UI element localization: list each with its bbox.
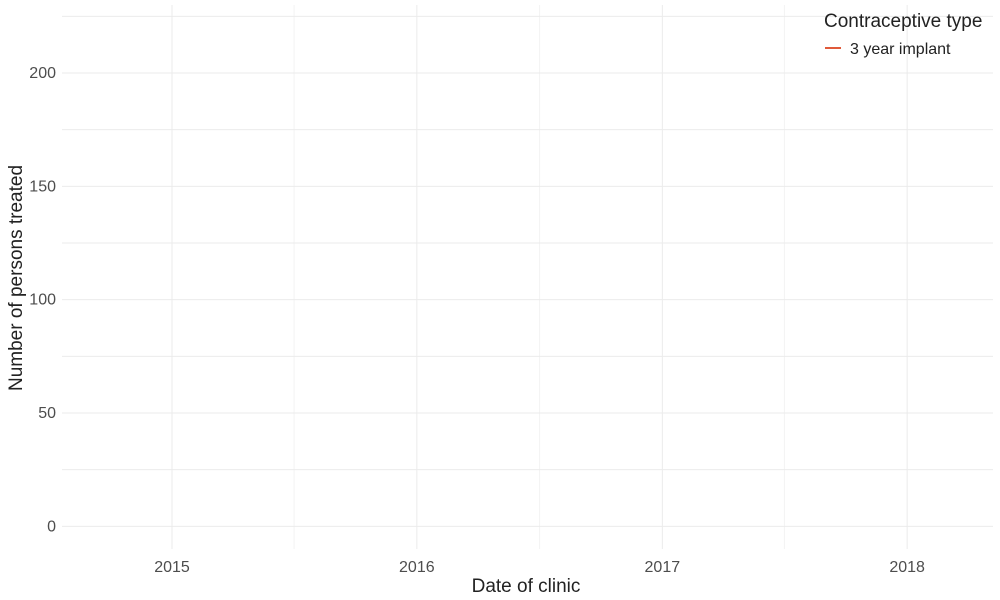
major-x-gridlines [171, 5, 908, 549]
legend-label-3-year-implant: 3 year implant [850, 41, 951, 58]
y-tick-label: 100 [29, 292, 56, 309]
y-tick-label: 50 [38, 405, 56, 422]
y-tick-label: 150 [29, 178, 56, 195]
y-tick-label: 200 [29, 65, 56, 82]
legend: Contraceptive type 3 year implant [824, 11, 982, 58]
x-tick-label: 2017 [645, 559, 681, 576]
y-axis-title: Number of persons treated [6, 165, 27, 391]
major-y-gridlines [62, 72, 993, 527]
x-tick-label: 2018 [889, 559, 925, 576]
y-axis-tick-labels: 0 50 100 150 200 [29, 65, 56, 535]
x-axis-title: Date of clinic [472, 576, 581, 597]
y-tick-label: 0 [47, 518, 56, 535]
minor-x-gridlines [293, 5, 785, 549]
x-axis-tick-labels: 2015 2016 2017 2018 [154, 559, 925, 576]
x-tick-label: 2016 [399, 559, 435, 576]
minor-y-gridlines [62, 15, 993, 471]
legend-title: Contraceptive type [824, 11, 982, 32]
x-tick-label: 2015 [154, 559, 190, 576]
